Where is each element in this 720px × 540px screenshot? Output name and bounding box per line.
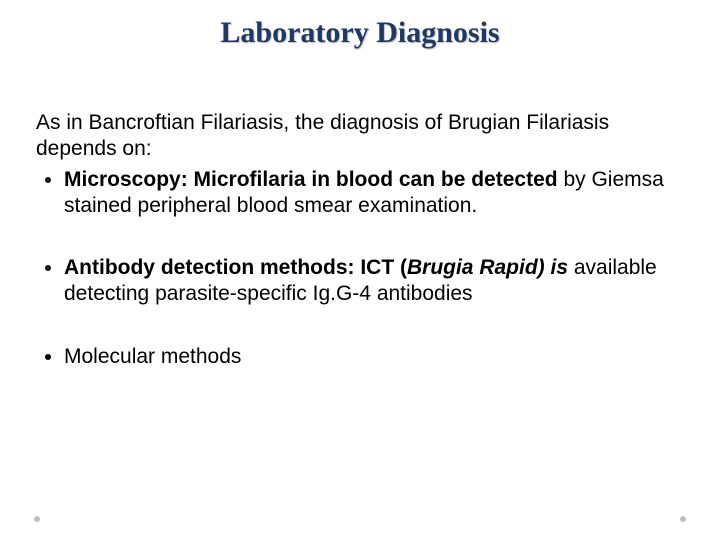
bullet-italic: Brugia Rapid) is [407, 256, 574, 279]
intro-text: As in Bancroftian Filariasis, the diagno… [36, 110, 684, 163]
bullet-lead-bold: Microscopy: Microfilaria in blood can be… [64, 168, 563, 191]
bullet-lead-bold: Antibody detection methods: ICT ( [64, 256, 407, 279]
list-item: Antibody detection methods: ICT (Brugia … [64, 255, 684, 308]
bullet-list: Microscopy: Microfilaria in blood can be… [36, 167, 684, 370]
decorative-dot-icon [680, 516, 686, 522]
list-item: Microscopy: Microfilaria in blood can be… [64, 167, 684, 220]
bullet-text: Molecular methods [64, 345, 241, 368]
slide: Laboratory Diagnosis As in Bancroftian F… [0, 0, 720, 540]
list-item: Molecular methods [64, 344, 684, 370]
slide-title: Laboratory Diagnosis [36, 16, 684, 50]
decorative-dot-icon [34, 516, 40, 522]
